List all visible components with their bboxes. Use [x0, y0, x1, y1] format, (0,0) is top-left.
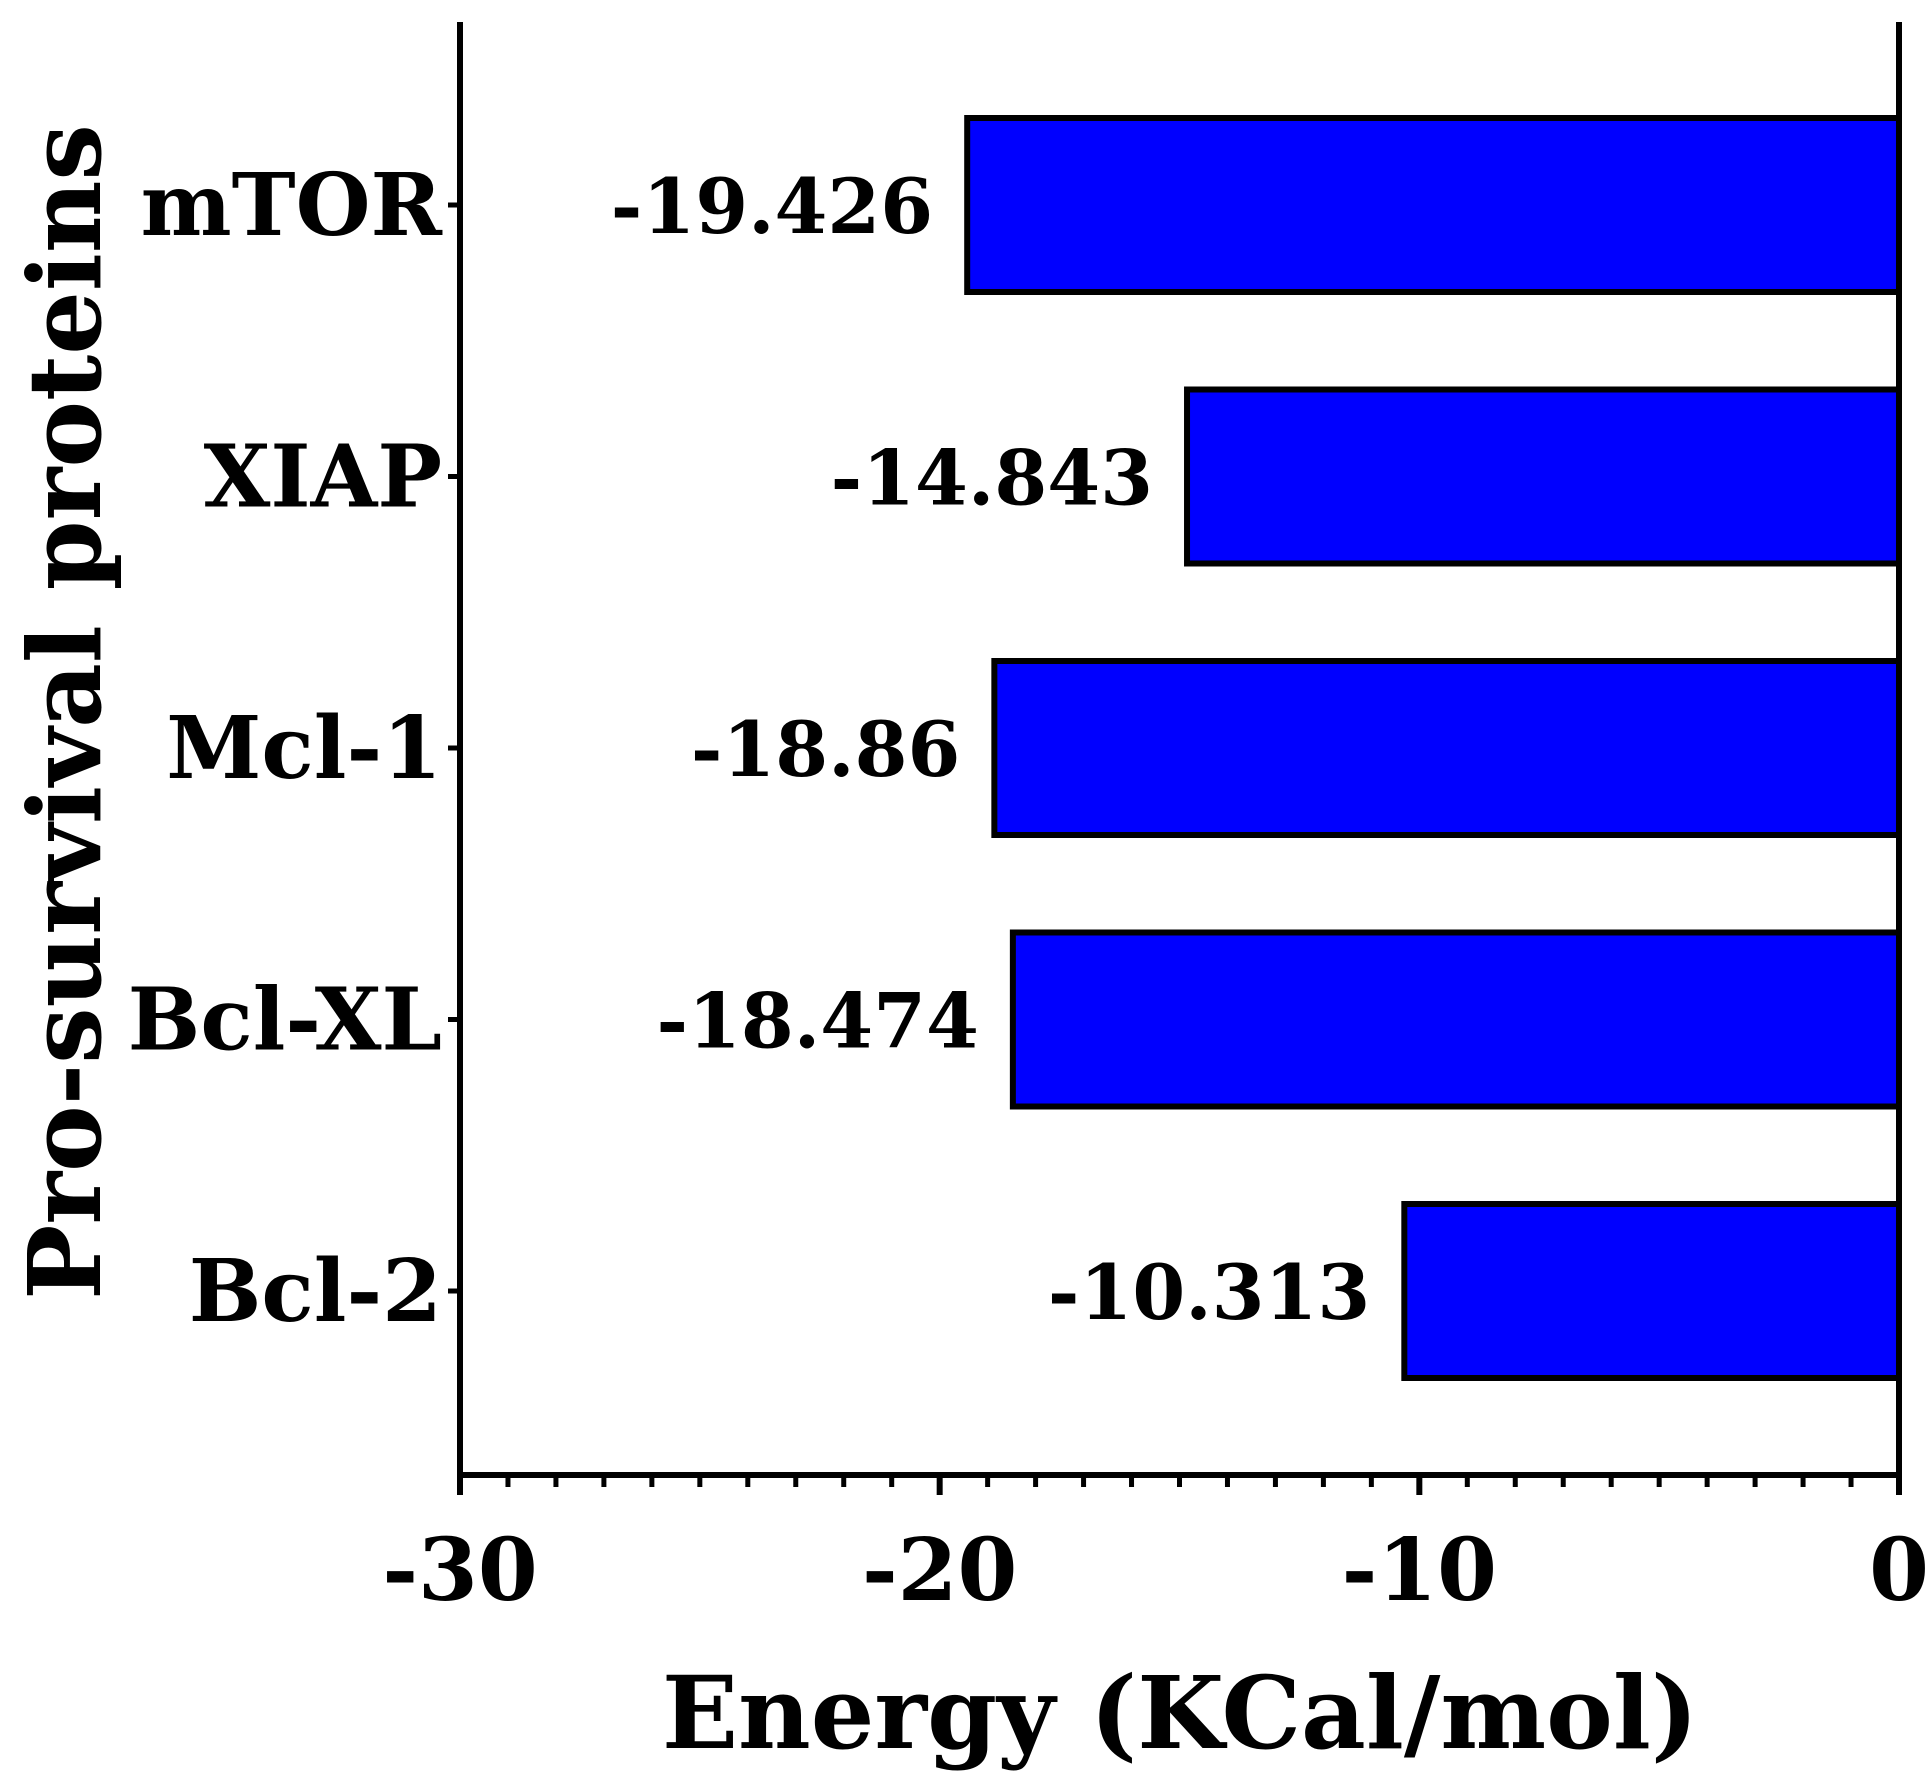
- labels-layer: mTOR -19.426 XIAP -14.843 Mcl-1 -18.86 Bcl-XL -…: [128, 155, 1929, 1621]
- category-label-mtor: mTOR: [141, 155, 443, 256]
- x-tick-label: -30: [382, 1520, 537, 1621]
- value-label-xiap: -14.843: [831, 434, 1153, 523]
- value-label-bcl-2: -10.313: [1048, 1248, 1370, 1337]
- category-label-xiap: XIAP: [204, 427, 442, 528]
- x-axis-title: Energy (KCal/mol): [662, 1654, 1698, 1772]
- x-tick-label: -20: [862, 1520, 1017, 1621]
- bar-mcl-1: [991, 658, 1902, 838]
- bar-mtor: [964, 115, 1902, 295]
- x-tick-label: -10: [1342, 1520, 1497, 1621]
- bar-xiap: [1184, 386, 1902, 567]
- category-label-mcl-1: Mcl-1: [166, 698, 442, 799]
- value-label-bcl-xl: -18.474: [656, 977, 978, 1066]
- ticks-layer: [448, 202, 1902, 1495]
- bar-bcl-xl: [1009, 929, 1902, 1110]
- value-label-mtor: -19.426: [611, 162, 933, 251]
- bar-bcl-2: [1401, 1201, 1903, 1381]
- category-label-bcl-xl: Bcl-XL: [128, 970, 442, 1071]
- bars-layer: [964, 115, 1903, 1381]
- y-axis-title: Pro-survival proteins: [6, 124, 124, 1300]
- value-label-mcl-1: -18.86: [691, 705, 961, 794]
- category-label-bcl-2: Bcl-2: [189, 1241, 442, 1342]
- x-tick-label: 0: [1869, 1520, 1929, 1621]
